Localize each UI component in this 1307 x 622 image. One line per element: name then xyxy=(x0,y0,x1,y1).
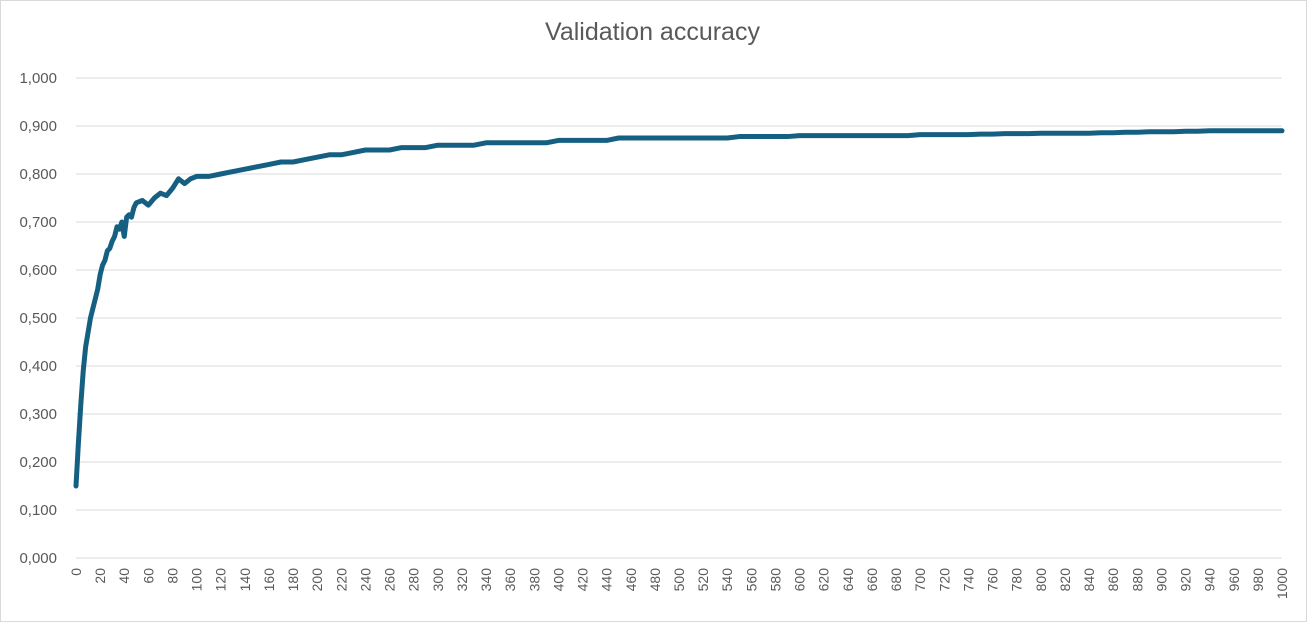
y-tick-label: 0,800 xyxy=(19,166,57,183)
x-tick-label: 920 xyxy=(1178,568,1194,592)
x-tick-label: 140 xyxy=(237,568,253,592)
x-tick-label: 960 xyxy=(1226,568,1242,592)
x-tick-label: 280 xyxy=(406,568,422,592)
x-tick-label: 380 xyxy=(526,568,542,592)
y-tick-label: 0,400 xyxy=(19,358,57,375)
x-tick-label: 300 xyxy=(430,568,446,592)
y-tick-label: 0,300 xyxy=(19,406,57,423)
gridlines xyxy=(76,77,1282,559)
x-tick-label: 40 xyxy=(116,568,132,584)
x-tick-label: 720 xyxy=(936,568,952,592)
x-tick-label: 980 xyxy=(1250,568,1266,592)
x-tick-label: 840 xyxy=(1081,568,1097,592)
x-tick-label: 240 xyxy=(357,568,373,592)
x-tick-label: 220 xyxy=(333,568,349,592)
y-tick-label: 0,200 xyxy=(19,454,57,471)
x-tick-label: 580 xyxy=(767,568,783,592)
x-tick-label: 820 xyxy=(1057,568,1073,592)
x-tick-label: 160 xyxy=(261,568,277,592)
y-tick-label: 0,600 xyxy=(19,262,57,279)
x-tick-label: 0 xyxy=(68,568,84,576)
series-line xyxy=(73,128,1285,489)
x-tick-label: 600 xyxy=(792,568,808,592)
x-tick-label: 360 xyxy=(502,568,518,592)
x-tick-label: 100 xyxy=(189,568,205,592)
x-tick-label: 500 xyxy=(671,568,687,592)
y-tick-label: 0,900 xyxy=(19,118,57,135)
x-tick-label: 700 xyxy=(912,568,928,592)
x-tick-label: 20 xyxy=(92,568,108,584)
x-tick-label: 680 xyxy=(888,568,904,592)
x-tick-label: 200 xyxy=(309,568,325,592)
x-tick-label: 120 xyxy=(213,568,229,592)
x-tick-label: 760 xyxy=(985,568,1001,592)
x-tick-label: 740 xyxy=(960,568,976,592)
x-tick-label: 780 xyxy=(1009,568,1025,592)
x-tick-label: 800 xyxy=(1033,568,1049,592)
x-tick-label: 640 xyxy=(840,568,856,592)
x-tick-label: 620 xyxy=(816,568,832,592)
x-tick-label: 940 xyxy=(1202,568,1218,592)
x-tick-label: 1000 xyxy=(1274,568,1290,599)
x-tick-label: 460 xyxy=(623,568,639,592)
y-tick-label: 1,000 xyxy=(19,70,57,87)
x-tick-label: 60 xyxy=(140,568,156,584)
x-tick-label: 860 xyxy=(1105,568,1121,592)
x-tick-label: 400 xyxy=(550,568,566,592)
x-tick-label: 320 xyxy=(454,568,470,592)
series-group xyxy=(73,128,1285,489)
x-tick-label: 80 xyxy=(164,568,180,584)
chart-title: Validation accuracy xyxy=(545,18,760,46)
x-tick-label: 420 xyxy=(575,568,591,592)
x-tick-label: 260 xyxy=(382,568,398,592)
y-tick-label: 0,700 xyxy=(19,214,57,231)
x-tick-label: 520 xyxy=(695,568,711,592)
x-tick-label: 340 xyxy=(478,568,494,592)
y-axis-ticks: 0,000 0,100 0,200 0,300 0,400 0,500 0,600 0,700… xyxy=(19,70,57,567)
y-tick-label: 0,500 xyxy=(19,310,57,327)
x-tick-label: 180 xyxy=(285,568,301,592)
y-tick-label: 0,100 xyxy=(19,502,57,519)
x-tick-label: 660 xyxy=(864,568,880,592)
x-tick-label: 440 xyxy=(599,568,615,592)
x-tick-label: 900 xyxy=(1153,568,1169,592)
x-tick-label: 560 xyxy=(743,568,759,592)
x-tick-label: 540 xyxy=(719,568,735,592)
x-tick-label: 880 xyxy=(1129,568,1145,592)
x-axis-ticks: 0 20 40 60 80 100 120 140 160 180 200 220 240 260 280 3… xyxy=(68,568,1290,599)
y-tick-label: 0,000 xyxy=(19,550,57,567)
x-tick-label: 480 xyxy=(647,568,663,592)
